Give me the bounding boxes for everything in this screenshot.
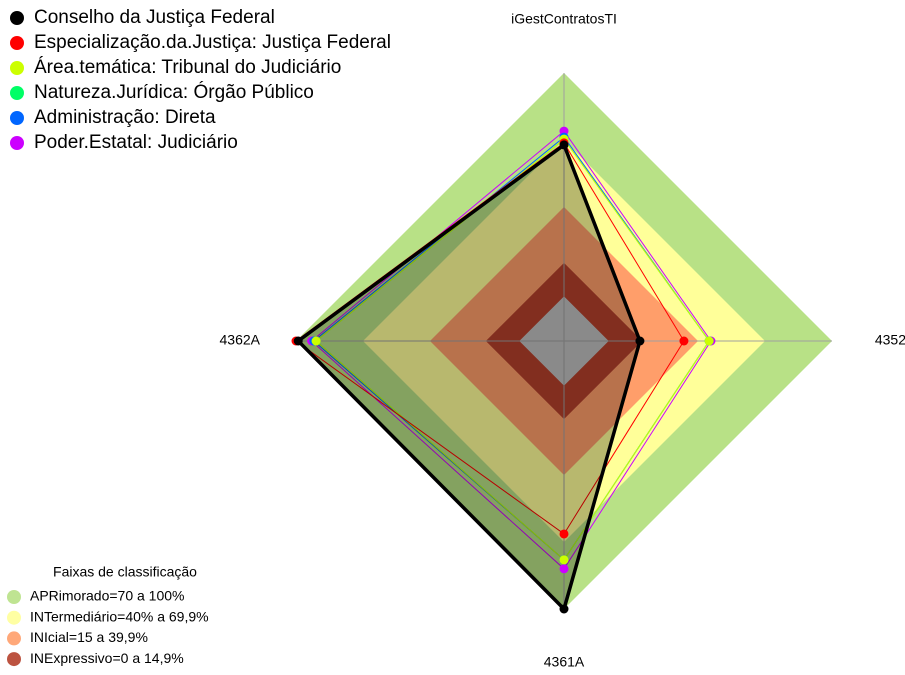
band-legend-label: APRimorado=70 a 100%	[30, 588, 185, 604]
axis-label: 4362A	[220, 332, 261, 348]
series-point	[559, 564, 569, 574]
band-legend-marker	[7, 652, 21, 667]
legend-marker	[10, 136, 24, 150]
band-legend-marker	[7, 590, 21, 604]
series-point	[559, 140, 569, 150]
band-legend-label: INIcial=15 a 39,9%	[30, 629, 148, 645]
band-legend-marker	[7, 631, 21, 646]
band-legend-marker	[7, 610, 21, 625]
legend-marker	[10, 11, 24, 25]
series-point	[311, 336, 321, 346]
legend-marker	[10, 86, 24, 100]
series-point	[559, 529, 569, 539]
legend-label: Administração: Direta	[34, 107, 216, 128]
legend-title: Faixas de classificação	[53, 564, 197, 580]
series-point	[293, 336, 303, 346]
legend-label: Área.temática: Tribunal do Judiciário	[34, 57, 341, 78]
legend-label: Poder.Estatal: Judiciário	[34, 132, 238, 153]
series-point	[559, 555, 569, 565]
legend-label: Conselho da Justiça Federal	[34, 7, 275, 28]
legend-marker	[10, 36, 24, 50]
axis-label: 4352	[875, 332, 905, 348]
band-legend-label: INExpressivo=0 a 14,9%	[30, 650, 184, 666]
axis-label: 4361A	[544, 654, 585, 670]
series-point	[679, 336, 689, 346]
axis-label: iGestContratosTI	[511, 11, 617, 27]
series-point	[704, 336, 714, 346]
legend-label: Natureza.Jurídica: Órgão Público	[34, 81, 314, 103]
legend-marker	[10, 61, 24, 75]
band-legend-label: INTermediário=40% a 69,9%	[30, 608, 209, 624]
series-point	[559, 604, 569, 614]
series-point	[635, 336, 645, 346]
legend-marker	[10, 111, 24, 125]
legend-label: Especialização.da.Justiça: Justiça Feder…	[34, 32, 391, 53]
